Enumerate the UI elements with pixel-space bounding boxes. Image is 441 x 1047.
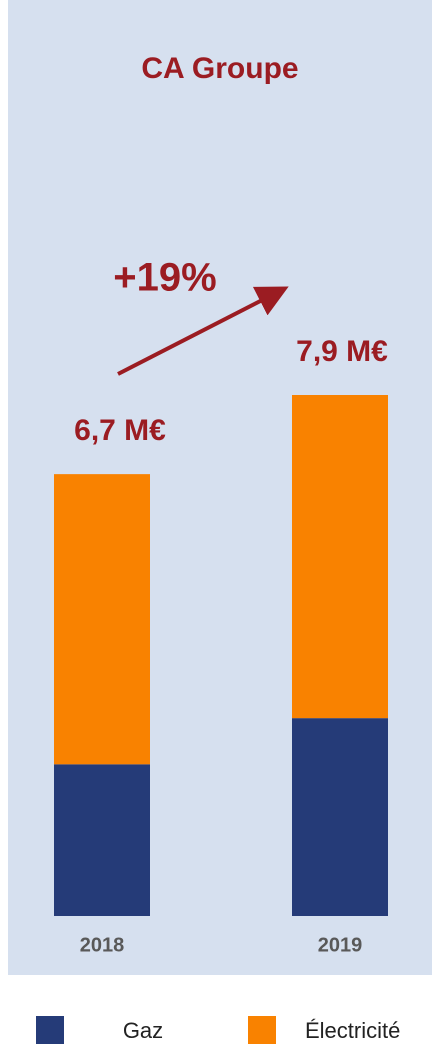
x-tick-label: 2019 bbox=[318, 934, 363, 956]
annotation: +19% bbox=[113, 256, 216, 300]
bar-segment bbox=[292, 395, 388, 719]
legend-label: Électricité bbox=[305, 1018, 400, 1043]
x-tick-label: 2018 bbox=[80, 934, 125, 956]
bar-segment bbox=[54, 474, 150, 765]
chart-title: CA Groupe bbox=[141, 52, 298, 85]
legend-swatch bbox=[36, 1016, 64, 1044]
total-label: 6,7 M€ bbox=[74, 414, 166, 447]
growth-arrow bbox=[117, 286, 289, 376]
legend-label: Gaz bbox=[123, 1018, 163, 1043]
legend-swatch bbox=[248, 1016, 276, 1044]
total-label: 7,9 M€ bbox=[296, 335, 388, 368]
bar-segment bbox=[54, 764, 150, 916]
bar-segment bbox=[292, 718, 388, 916]
